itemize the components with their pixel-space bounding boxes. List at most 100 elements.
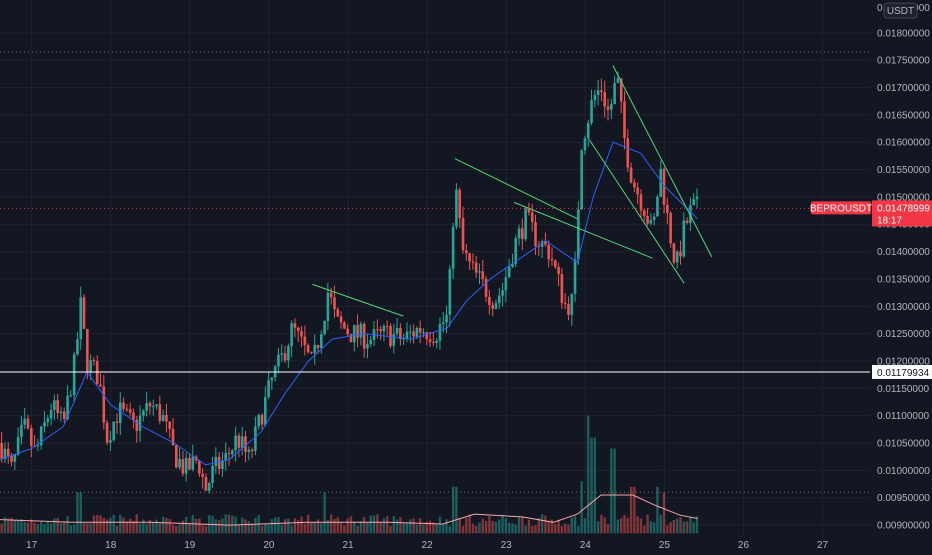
trendline[interactable]: [312, 283, 404, 317]
trendline[interactable]: [513, 201, 653, 259]
candle-body: [62, 411, 66, 420]
candle-body: [263, 397, 267, 425]
candle-body: [293, 323, 297, 328]
candle-body: [642, 210, 646, 217]
candle-body: [626, 138, 630, 168]
candle-body: [290, 323, 293, 347]
volume-bar: [158, 523, 162, 534]
time-tick-label: 19: [184, 540, 196, 550]
candle-body: [151, 405, 155, 407]
candle-body: [181, 459, 185, 474]
quote-currency-label: USDT: [887, 6, 914, 17]
volume-bar: [227, 514, 231, 534]
candle-body: [336, 309, 340, 317]
volume-bar: [583, 518, 587, 534]
volume-bar: [214, 519, 218, 534]
candle-body: [484, 278, 488, 297]
volume-bar: [521, 516, 524, 534]
volume-bar: [458, 517, 461, 534]
volume-bar: [349, 516, 353, 534]
candle-body: [405, 331, 409, 339]
volume-bar: [633, 486, 636, 534]
candle-body: [672, 243, 676, 263]
volume-bar: [392, 515, 396, 534]
candle-body: [382, 325, 386, 332]
horizontal-level-tag: [872, 364, 932, 379]
volume-bar: [438, 516, 442, 534]
volume-bar: [63, 521, 66, 534]
volume-bar: [72, 524, 76, 534]
candle-body: [685, 220, 689, 223]
candle-body: [567, 304, 570, 315]
candle-body: [13, 454, 17, 462]
candle-body: [402, 338, 405, 340]
candle-body: [379, 329, 382, 332]
volume-bar: [544, 515, 547, 534]
candle-body: [468, 253, 471, 262]
volume-bar: [359, 521, 363, 534]
candle-body: [646, 216, 649, 224]
price-tick-label: 0.01700000: [877, 83, 930, 94]
candle-body: [270, 377, 274, 381]
candle-body: [465, 250, 468, 254]
candle-body: [362, 323, 366, 349]
candle-body: [240, 436, 244, 448]
volume-bar: [626, 517, 629, 534]
candle-body: [408, 331, 412, 333]
symbol-tag: [811, 201, 871, 215]
volume-bar: [184, 516, 188, 534]
candle-body: [135, 419, 139, 431]
volume-bar: [422, 524, 425, 534]
time-tick-label: 22: [422, 540, 434, 550]
volume-bar: [362, 517, 366, 534]
candle-body: [399, 327, 402, 340]
volume-bar: [511, 523, 514, 534]
candle-body: [488, 296, 491, 306]
candle-body: [287, 346, 290, 361]
volume-bar: [16, 519, 20, 534]
volume-bar: [201, 525, 204, 534]
volume-bar: [125, 521, 129, 534]
trendline[interactable]: [588, 139, 685, 284]
volume-bar: [386, 516, 389, 534]
volume-bar: [682, 521, 686, 534]
price-tick-label: 0.01550000: [877, 165, 930, 176]
trendline[interactable]: [612, 65, 713, 258]
candle-body: [610, 104, 613, 110]
price-tick-label: 0.00900000: [877, 521, 930, 532]
candle-body: [329, 292, 333, 298]
candle-body: [118, 402, 122, 424]
candle-body: [158, 404, 162, 421]
candle-body: [445, 314, 448, 323]
candle-body: [679, 251, 682, 257]
volume-ma-line: [0, 494, 698, 526]
volume-bar: [300, 516, 303, 534]
candle-body: [633, 182, 636, 188]
volume-bar: [606, 523, 610, 534]
candle-body: [320, 334, 323, 349]
volume-bar: [326, 520, 330, 534]
volume-bar: [297, 520, 300, 534]
volume-bar: [379, 522, 382, 534]
volume-bar: [26, 522, 30, 534]
volume-bar: [30, 519, 33, 534]
volume-bar: [610, 448, 613, 534]
volume-bar: [455, 486, 458, 534]
time-tick-label: 17: [26, 540, 38, 550]
volume-bar: [89, 523, 92, 534]
candle-body: [0, 443, 3, 460]
volume-bar: [165, 517, 168, 534]
candle-body: [649, 219, 653, 224]
volume-bar: [237, 524, 241, 534]
quote-currency-badge[interactable]: USDT: [883, 2, 918, 19]
candle-body: [82, 297, 86, 329]
candle-body: [30, 428, 33, 446]
volume-bar: [669, 522, 672, 534]
candle-body: [280, 353, 284, 355]
volume-bar: [76, 492, 79, 534]
volume-bar: [293, 518, 297, 534]
candle-body: [323, 320, 326, 335]
volume-bar: [656, 486, 659, 534]
